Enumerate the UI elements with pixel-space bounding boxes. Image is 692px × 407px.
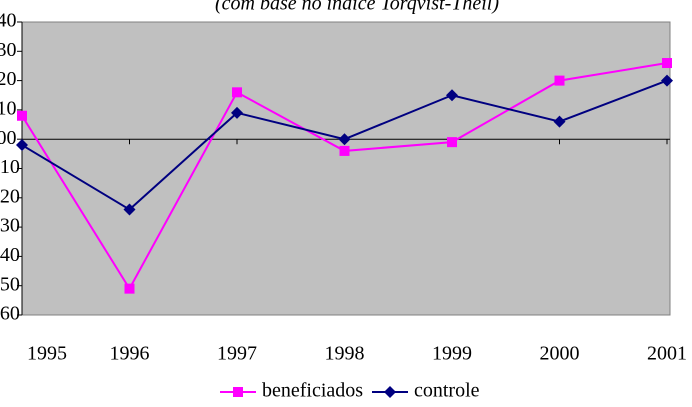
point: [123, 203, 136, 216]
chart-subtitle: (com base no índice Torqvist-Theil): [215, 0, 499, 15]
point: [661, 74, 673, 87]
y-tick-label: 0,10: [0, 97, 17, 119]
x-tick-label: 1998: [325, 343, 365, 365]
x-tick-label: 2001: [647, 343, 687, 365]
y-tick-label: 0,00: [0, 127, 17, 149]
y-tick-label: -0,40: [0, 244, 20, 266]
y-tick-label: 0,20: [0, 68, 17, 90]
plot-area: [21, 21, 671, 316]
y-tick-label: -0,50: [0, 273, 20, 295]
point: [124, 283, 135, 294]
x-tick-label: 1999: [432, 343, 472, 365]
legend-marker: [384, 386, 396, 398]
y-tick-label: -0,20: [0, 185, 20, 207]
x-tick-label: 1997: [217, 343, 257, 365]
point: [232, 87, 242, 98]
y-tick-label: -0,10: [0, 156, 20, 178]
point: [447, 137, 457, 148]
legend-label: beneficiados: [262, 380, 363, 402]
y-tick-label: -0,60: [0, 303, 20, 325]
x-tick-label: 1996: [110, 343, 150, 365]
point: [553, 115, 566, 128]
point: [17, 110, 27, 121]
point: [339, 145, 350, 156]
point: [16, 139, 28, 152]
point: [446, 89, 458, 102]
legend-label: controle: [414, 380, 480, 402]
x-tick-label: 1995: [27, 343, 67, 365]
y-tick-label: -0,30: [0, 215, 20, 237]
y-tick-label: 0,30: [0, 39, 17, 61]
y-tick-label: 0,40: [0, 10, 17, 32]
x-tick-label: 2000: [540, 343, 580, 365]
point: [662, 58, 672, 69]
point: [338, 133, 351, 146]
point: [231, 106, 243, 119]
legend-marker: [233, 387, 243, 397]
point: [554, 75, 565, 86]
